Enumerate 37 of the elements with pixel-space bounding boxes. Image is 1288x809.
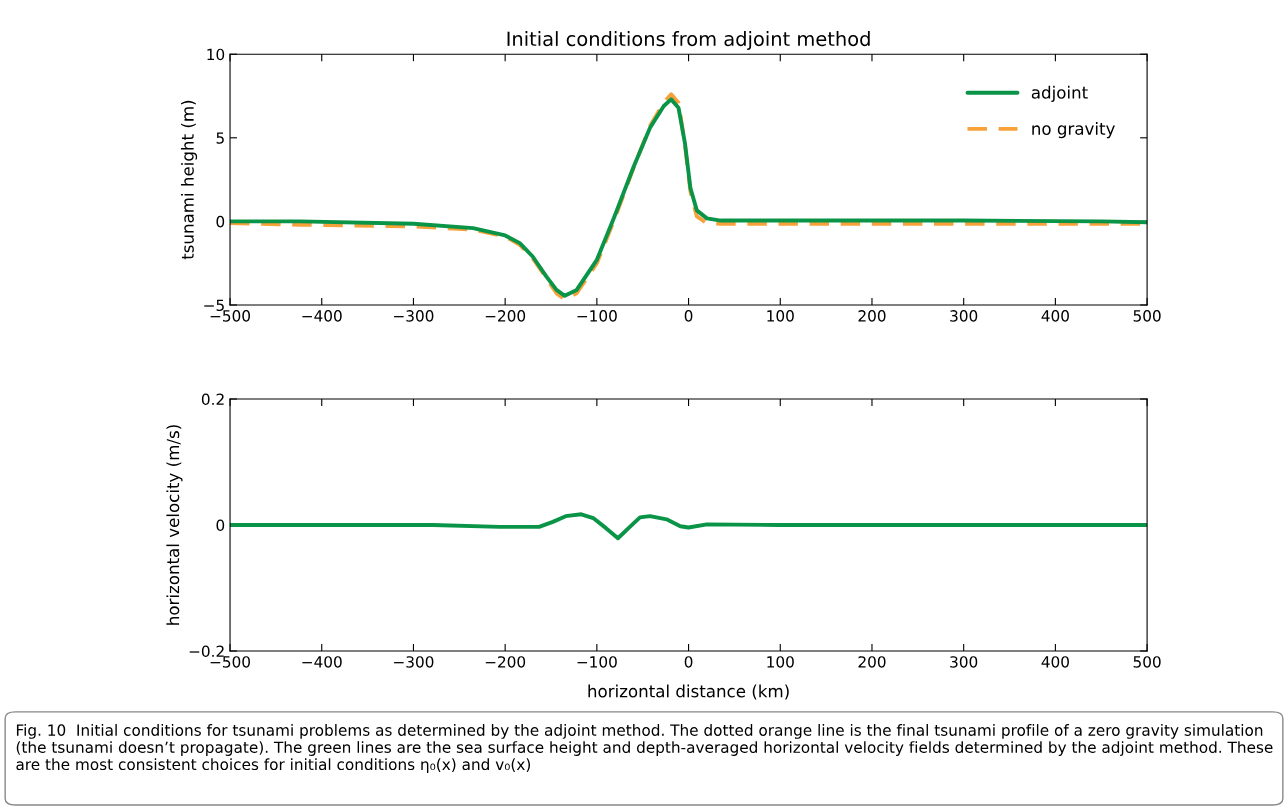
y-tick-label: 0 (216, 215, 225, 228)
x-tick-label: −500 (210, 656, 250, 668)
x-tick-label: −500 (210, 310, 250, 322)
x-tick-label: −100 (577, 656, 617, 668)
x-tick-label: 400 (1041, 656, 1069, 668)
x-tick-label: 500 (1133, 656, 1161, 668)
y-tick-label: 0 (216, 519, 225, 532)
x-tick-label: −200 (485, 310, 526, 322)
y-tick-label: −0.2 (189, 645, 224, 658)
x-axis-title: horizontal distance (km) (588, 684, 789, 700)
x-tick-label: 200 (858, 656, 886, 668)
caption: Fig. 10 Initial conditions for tsunami problems as determined by the adjoint method. The dotted orange line is the final tsunami profile of a zero gravity simulation (the tsunami doesn’t propagate). The green lines are the sea surface height and depth-averaged horizontal velocity fields determined by the adjoint method. These are the most consistent choices for initial conditions η₀(x) and v₀(x) (16, 724, 1273, 774)
legend-label: adjoint (1031, 85, 1088, 102)
x-tick-label: 200 (858, 310, 886, 322)
y-axis-title: horizontal velocity (m/s) (166, 425, 183, 625)
x-tick-label: 300 (950, 310, 978, 322)
y-tick-label: −5 (204, 299, 224, 312)
x-tick-label: 500 (1133, 310, 1161, 322)
chart-title: Initial conditions from adjoint method (507, 31, 870, 50)
x-tick-label: 400 (1041, 310, 1069, 322)
x-tick-label: −400 (302, 310, 342, 322)
y-tick-label: 10 (207, 48, 225, 61)
line-series (230, 512, 1148, 541)
x-tick-label: 300 (950, 656, 978, 668)
x-tick-label: 100 (767, 310, 794, 322)
x-tick-label: −400 (302, 656, 342, 668)
y-axis-title: tsunami height (m) (180, 100, 198, 260)
y-tick-label: 5 (216, 132, 224, 144)
x-tick-label: −300 (394, 310, 434, 322)
x-tick-label: −300 (394, 656, 434, 668)
x-tick-label: 0 (684, 310, 693, 322)
x-tick-label: 100 (767, 656, 794, 668)
x-tick-label: −100 (577, 310, 617, 322)
y-tick-label: 0.2 (201, 393, 224, 406)
x-tick-label: 0 (684, 656, 693, 668)
x-tick-label: −200 (485, 656, 526, 668)
legend-label: no gravity (1032, 122, 1115, 139)
